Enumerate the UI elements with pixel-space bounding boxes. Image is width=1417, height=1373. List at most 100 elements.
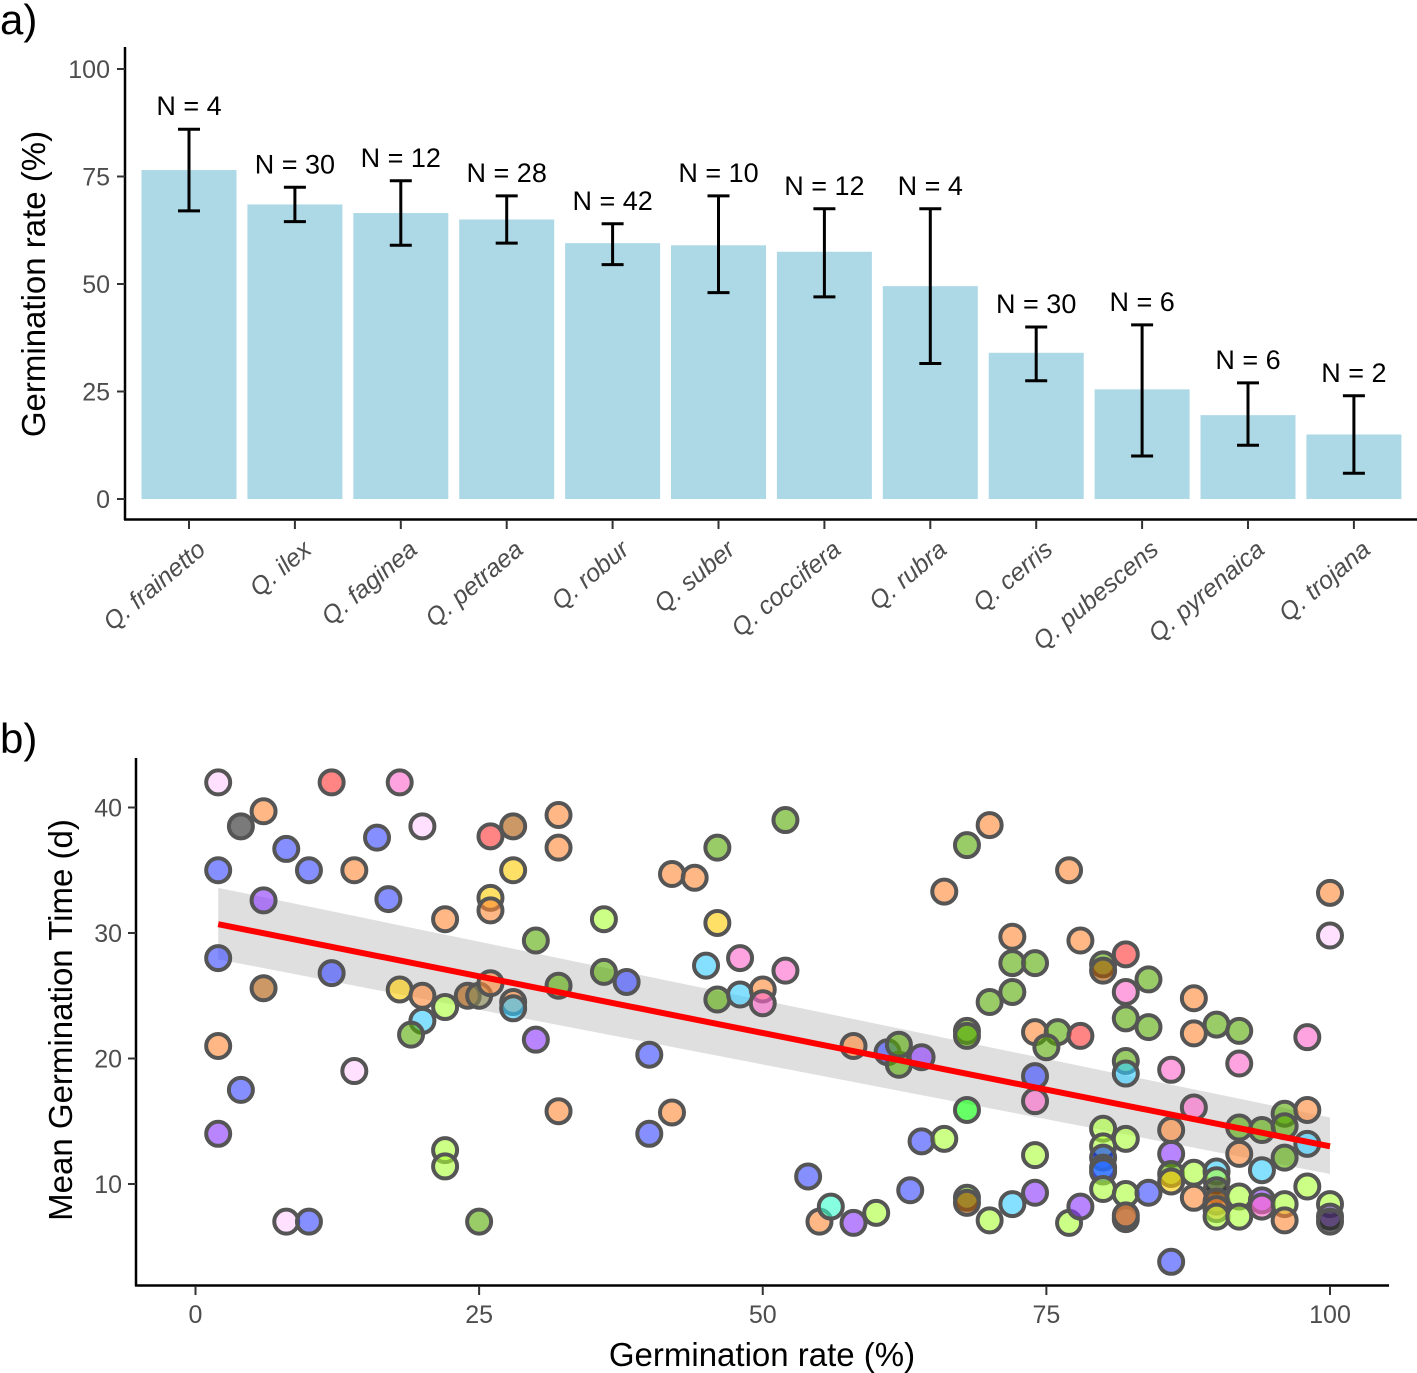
scatter-point (1293, 1095, 1322, 1124)
error-bar (495, 194, 518, 245)
scatter-point (975, 811, 1004, 840)
scatter-point (657, 1098, 686, 1127)
x-tick-label-b: 75 (1032, 1301, 1060, 1329)
error-bar (1342, 394, 1365, 475)
y-tick-label: 0 (96, 486, 110, 514)
scatter-point (226, 1075, 255, 1104)
scatter-point (1202, 1010, 1231, 1039)
scatter-point (975, 988, 1004, 1017)
scatter-point (896, 1176, 925, 1205)
scatter-point (431, 1152, 460, 1181)
scatter-point (544, 1097, 573, 1126)
scatter-point (249, 974, 278, 1003)
scatter-point (1293, 1172, 1322, 1201)
error-bar (707, 194, 730, 295)
scatter-point (1247, 1192, 1276, 1221)
scatter-point (703, 833, 732, 862)
scatter-point (476, 822, 505, 851)
category-label: Q. suber (649, 534, 742, 618)
scatter-point (521, 1025, 550, 1054)
scatter-point (1225, 1049, 1254, 1078)
category-label: Q. ilex (244, 534, 317, 602)
panel-b-scatter-chart: b) 10 20 30 40 0 25 50 75 100 Germination rate … (0, 715, 1389, 1373)
scatter-point (1293, 1023, 1322, 1052)
error-bar (389, 179, 412, 247)
scatter-point (1066, 926, 1095, 955)
trend-line (217, 921, 1331, 1150)
category-label: Q. petraea (420, 535, 529, 632)
x-ticks-b: 0 25 50 75 100 (189, 1286, 1351, 1329)
confidence-band (218, 887, 1331, 1174)
scatter-point (692, 951, 721, 980)
scatter-point (294, 1207, 323, 1236)
y-tick-label-b: 20 (94, 1046, 122, 1074)
scatter-point (1089, 956, 1118, 985)
scatter-point (952, 1188, 981, 1217)
scatter-point (726, 980, 755, 1009)
n-label: N = 42 (572, 186, 652, 216)
scatter-point (431, 905, 460, 934)
scatter-point (907, 1127, 936, 1156)
scatter-point (385, 768, 414, 797)
n-label: N = 30 (996, 289, 1076, 319)
scatter-point (998, 949, 1027, 978)
scatter-point (952, 1021, 981, 1050)
x-tick-label-b: 100 (1309, 1301, 1351, 1329)
y-tick-label-b: 30 (94, 920, 122, 948)
scatter-point (544, 833, 573, 862)
scatter-point (612, 967, 641, 996)
error-bar (1131, 323, 1154, 458)
scatter-point (1270, 1206, 1299, 1235)
y-tick-label-b: 10 (94, 1171, 122, 1199)
scatter-point (884, 1030, 913, 1059)
bar (247, 204, 343, 499)
y-ticks-b: 10 20 30 40 (94, 795, 136, 1199)
scatter-point (998, 977, 1027, 1006)
n-label: N = 2 (1321, 358, 1386, 388)
scatter-point (294, 856, 323, 885)
scatter-point (1202, 1202, 1231, 1231)
category-label: Q. trojana (1274, 535, 1376, 627)
scatter-point (1157, 1055, 1186, 1084)
bar (565, 243, 661, 499)
scatter-point (340, 856, 369, 885)
scatter-point (1225, 1016, 1254, 1045)
scatter-point (1111, 940, 1140, 969)
scatter-point (862, 1198, 891, 1227)
scatter-point (1157, 1116, 1186, 1145)
scatter-point (1134, 965, 1163, 994)
error-bar (283, 185, 306, 224)
y-tick-label: 25 (82, 379, 110, 407)
y-ticks: 0 25 50 75 100 (68, 56, 125, 514)
panel-a-bar-chart: a) N = 4N = 30 N = 12N = 28N = 42N = 10 N … (0, 0, 1417, 656)
scatter-point (1157, 1167, 1186, 1196)
error-bar-group (178, 127, 1365, 475)
scatter-point (839, 1208, 868, 1237)
scatter-point (340, 1057, 369, 1086)
scatter-point (204, 1031, 233, 1060)
scatter-point (1316, 921, 1344, 950)
n-label: N = 6 (1215, 345, 1280, 375)
scatter-point (930, 877, 959, 906)
scatter-point (317, 768, 346, 797)
bar-group (141, 170, 1402, 500)
y-tick-label-b: 40 (94, 795, 122, 823)
n-label: N = 10 (678, 158, 758, 188)
scatter-point (771, 956, 800, 985)
scatter-point (385, 975, 414, 1004)
y-axis-title-b: Mean Germination Time (d) (42, 819, 79, 1221)
x-axis-title-b: Germination rate (%) (609, 1336, 915, 1373)
scatter-point (1089, 1175, 1118, 1204)
scatter-point (1066, 1021, 1095, 1050)
x-tick-label-b: 50 (749, 1301, 777, 1329)
y-tick-label: 50 (82, 271, 110, 299)
error-bar (919, 207, 942, 366)
scatter-point (1021, 949, 1050, 978)
scatter-point (1111, 1004, 1140, 1033)
scatter-point (771, 806, 800, 835)
scatter-point (1066, 1192, 1095, 1221)
scatter-point (397, 1020, 426, 1049)
error-bar (601, 222, 624, 267)
n-label: N = 12 (784, 171, 864, 201)
